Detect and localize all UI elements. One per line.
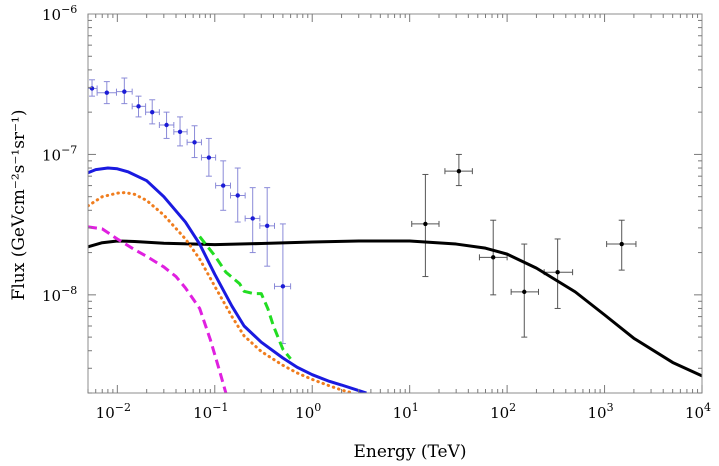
series-points-1 <box>411 153 637 338</box>
data-point <box>411 173 440 278</box>
series-line-6 <box>88 225 228 393</box>
data-point <box>96 81 117 105</box>
data-point <box>606 219 637 271</box>
data-marker <box>136 104 141 109</box>
x-tick-label: 103 <box>588 401 614 422</box>
data-point <box>215 160 232 211</box>
data-marker <box>104 90 110 95</box>
data-point <box>244 187 261 254</box>
series-line-2 <box>88 239 702 378</box>
y-tick-label: 10−6 <box>42 3 77 24</box>
data-point <box>230 167 246 223</box>
data-marker <box>280 284 286 289</box>
data-point <box>173 116 188 147</box>
x-tick-label: 101 <box>393 401 419 422</box>
data-marker <box>220 183 226 188</box>
data-point <box>186 125 202 159</box>
data-marker <box>555 269 560 275</box>
y-tick-label: 10−8 <box>42 284 77 305</box>
data-point <box>259 187 275 267</box>
data-marker <box>206 155 212 160</box>
x-tick-label: 100 <box>295 401 321 422</box>
data-point <box>145 99 160 125</box>
data-marker <box>122 89 127 94</box>
x-tick-label: 104 <box>685 401 711 422</box>
y-axis-title: Flux (GeVcm⁻²s⁻¹sr⁻¹) <box>9 110 29 301</box>
data-marker <box>264 223 270 229</box>
data-point <box>131 95 147 118</box>
data-marker <box>250 216 255 221</box>
series-line-3 <box>88 166 367 393</box>
data-marker <box>177 129 183 134</box>
data-marker <box>522 289 527 295</box>
x-tick-label: 10−1 <box>193 401 228 422</box>
data-marker <box>456 168 462 174</box>
x-tick-label: 10−2 <box>96 401 131 422</box>
series-points-0 <box>88 77 292 345</box>
data-marker <box>619 241 624 247</box>
data-marker <box>150 109 155 115</box>
series-line-5 <box>198 235 292 360</box>
axes-layer: 10−2 10−1 100 101 102 103 104 10−8 10−7 10−6 <box>42 3 711 422</box>
plot-layer <box>88 77 702 393</box>
data-marker <box>192 140 197 145</box>
data-marker <box>235 193 240 198</box>
data-point <box>510 243 540 338</box>
data-point <box>200 137 217 177</box>
data-point <box>444 153 473 187</box>
data-point <box>115 77 133 105</box>
data-point <box>478 219 508 296</box>
y-tick-label: 10−7 <box>42 143 77 164</box>
data-marker <box>423 221 428 227</box>
x-axis-title: Energy (TeV) <box>353 442 466 462</box>
series-line-4 <box>88 191 355 393</box>
data-marker <box>491 255 496 260</box>
data-point <box>543 238 574 309</box>
data-marker <box>89 86 95 91</box>
x-tick-label: 102 <box>490 401 516 422</box>
data-marker <box>164 122 169 128</box>
data-point <box>158 111 175 139</box>
